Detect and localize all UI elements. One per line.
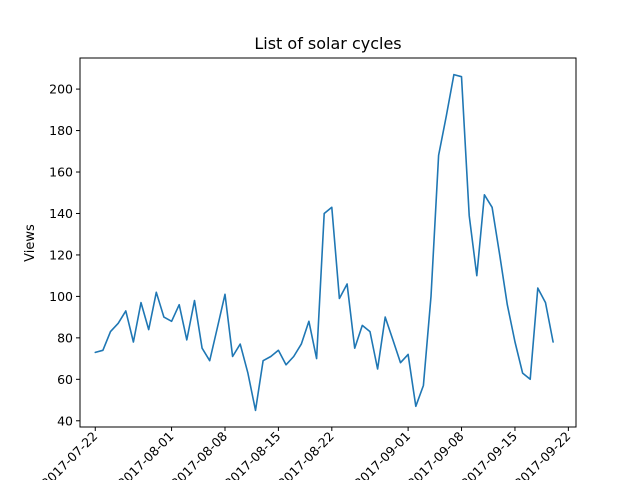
y-tick-label: 80 bbox=[57, 330, 73, 345]
y-axis-label: Views bbox=[23, 224, 38, 262]
y-tick-label: 200 bbox=[49, 82, 73, 97]
chart-title: List of solar cycles bbox=[254, 34, 401, 53]
y-tick-label: 160 bbox=[49, 165, 73, 180]
y-tick-label: 60 bbox=[57, 372, 73, 387]
y-tick-label: 180 bbox=[49, 123, 73, 138]
series-line bbox=[94, 73, 554, 412]
y-tick-label: 140 bbox=[49, 206, 73, 221]
y-tick-label: 100 bbox=[49, 289, 73, 304]
plot-frame bbox=[79, 57, 577, 428]
series-layer bbox=[94, 73, 554, 412]
y-tick-label: 120 bbox=[49, 247, 73, 262]
y-tick-label: 40 bbox=[57, 413, 73, 428]
